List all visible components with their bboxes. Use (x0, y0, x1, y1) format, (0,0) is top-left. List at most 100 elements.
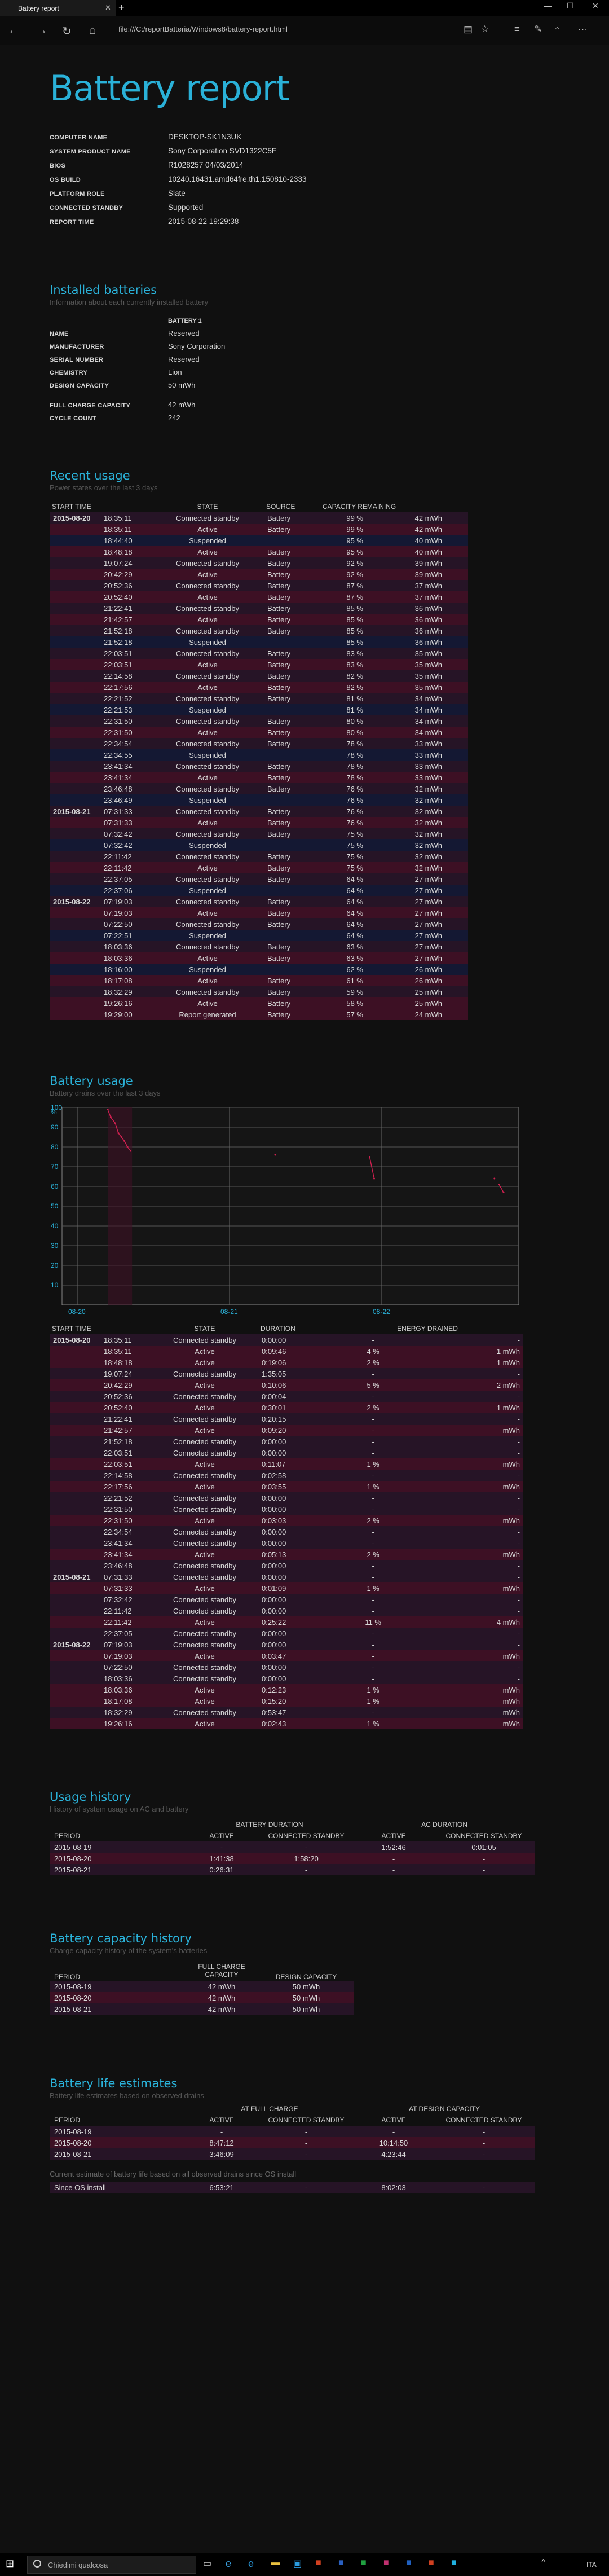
table-row: 22:31:50 Connected standby 0:00:00 - - (50, 1504, 523, 1515)
favorite-star-icon[interactable]: ☆ (480, 24, 489, 34)
state-cell: Connected standby (175, 739, 240, 748)
search-box[interactable]: Chiedimi qualcosa (27, 2556, 196, 2574)
state-cell: Connected standby (175, 649, 240, 658)
capacity-cell: 83 % 35 mWh (320, 659, 468, 670)
skype-icon[interactable]: ■ (451, 2558, 457, 2568)
table-row: 23:41:34 Connected standby 0:00:00 - - (50, 1537, 523, 1549)
start-time: 23:41:34 (50, 761, 151, 772)
notification-icon[interactable]: ^ (541, 2558, 546, 2568)
capacity-cell: 82 % 35 mWh (320, 682, 468, 693)
col-header: START TIME (52, 503, 91, 511)
start-clock: 22:31:50 (104, 1505, 133, 1514)
start-clock: 21:22:41 (104, 604, 133, 613)
table-row: 22:34:55 Suspended 78 % 33 mWh (50, 749, 468, 761)
home-icon[interactable]: ⌂ (89, 24, 96, 37)
excel-icon[interactable]: ■ (361, 2558, 367, 2568)
state-cell: Suspended (189, 638, 226, 647)
data-point (274, 1154, 276, 1156)
drain-percent: 1 % (367, 1584, 379, 1593)
ie-icon[interactable]: e (248, 2558, 254, 2569)
table-row: 20:52:36 Connected standby Battery 87 % 37 m… (50, 580, 468, 591)
drain-mwh: mWh (502, 1550, 520, 1559)
table-cell: 10:14:50 (379, 2138, 408, 2147)
start-clock: 07:22:50 (104, 1663, 133, 1672)
table-cell: 8:02:03 (381, 2183, 406, 2192)
start-clock: 23:41:34 (104, 773, 133, 782)
capacity-mwh: 32 mWh (414, 818, 442, 827)
back-icon[interactable]: ← (8, 24, 19, 37)
edge-icon[interactable]: e (226, 2558, 232, 2569)
start-time: 22:31:50 (50, 727, 151, 738)
start-clock: 21:42:57 (104, 615, 133, 624)
explorer-icon[interactable]: ▬ (271, 2558, 280, 2568)
minimize-icon[interactable]: — (544, 1, 552, 10)
new-tab-icon[interactable]: + (118, 2, 125, 13)
capacity-cell: 75 % 32 mWh (320, 839, 468, 851)
start-clock: 18:03:36 (104, 1685, 133, 1694)
state-cell: Active (195, 1358, 215, 1367)
table-row: 23:41:34 Active 0:05:13 2 % mWh (50, 1549, 523, 1560)
battery-header: BATTERY 1 (168, 318, 202, 324)
source-cell: Battery (267, 547, 291, 556)
powerpoint-icon[interactable]: ■ (429, 2558, 434, 2568)
capacity-cell: 75 % 32 mWh (320, 862, 468, 873)
source-cell: Battery (267, 1010, 291, 1019)
capacity-cell: 95 % 40 mWh (320, 546, 468, 557)
table-row: 07:32:42 Connected standby Battery 75 % 32 m… (50, 828, 468, 839)
drain-mwh: - (517, 1369, 520, 1378)
state-cell: Connected standby (175, 762, 240, 771)
hub-icon[interactable]: ≡ (514, 24, 520, 34)
address-input[interactable]: file:///C:/reportBatteria/Windows8/batte… (118, 25, 288, 33)
capacity-mwh: 34 mWh (414, 694, 442, 703)
col-header: STATE (197, 503, 218, 511)
table-row: 22:17:56 Active 0:03:55 1 % mWh (50, 1481, 523, 1492)
start-clock: 18:17:08 (104, 1696, 133, 1705)
maximize-icon[interactable]: ☐ (567, 1, 574, 10)
close-tab-icon[interactable]: ✕ (105, 3, 111, 12)
reading-view-icon[interactable]: ▤ (464, 24, 473, 34)
language-indicator: ITA (586, 2561, 597, 2569)
capacity-cell: 80 % 34 mWh (320, 715, 468, 727)
drain-percent: 1 % (367, 1719, 379, 1728)
y-tick-label: 40 (51, 1222, 59, 1230)
drain-mwh: - (517, 1505, 520, 1514)
more-icon[interactable]: ··· (578, 24, 588, 34)
tab-title: Battery report (18, 5, 59, 12)
app-icon[interactable]: ■ (316, 2558, 321, 2568)
capacity-cell: 85 % 36 mWh (320, 603, 468, 614)
browser-tab[interactable]: Battery report ✕ (0, 0, 116, 16)
start-clock: 22:34:55 (104, 750, 133, 759)
battery-value: 242 (168, 414, 180, 422)
web-note-icon[interactable]: ✎ (534, 24, 542, 34)
state-cell: Connected standby (175, 694, 240, 703)
drain-mwh: 2 mWh (496, 1381, 520, 1390)
task-view-icon[interactable]: ▭ (203, 2559, 212, 2569)
source-cell: Battery (267, 660, 291, 669)
capacity-mwh: 35 mWh (414, 660, 442, 669)
table-row: 07:22:51 Suspended 64 % 27 mWh (50, 930, 468, 941)
forward-icon[interactable]: → (36, 24, 47, 37)
table-cell: - (392, 2127, 395, 2136)
share-icon[interactable]: ⌂ (554, 24, 561, 34)
capacity-percent: 85 % (346, 638, 363, 647)
start-date: 2015-08-22 (53, 897, 91, 906)
table-row: 19:07:24 Connected standby Battery 92 % 39 m… (50, 557, 468, 569)
state-cell: Connected standby (173, 1572, 237, 1581)
drain-percent: 1 % (367, 1460, 379, 1469)
refresh-icon[interactable]: ↻ (62, 25, 72, 38)
table-row: 23:41:34 Active Battery 78 % 33 mWh (50, 772, 468, 783)
word-icon[interactable]: ■ (338, 2558, 344, 2568)
capacity-mwh: 40 mWh (414, 536, 442, 545)
store-icon[interactable]: ▣ (293, 2559, 302, 2569)
battery-drains-table: START TIME STATE DURATION ENERGY DRAINED… (50, 1323, 523, 1729)
windows-start-icon[interactable]: ⊞ (6, 2558, 15, 2569)
estimate-note: Current estimate of battery life based o… (50, 2170, 297, 2178)
close-window-icon[interactable]: ✕ (592, 1, 599, 10)
onenote-icon[interactable]: ■ (383, 2558, 389, 2568)
duration-cell: 0:01:09 (262, 1584, 286, 1593)
outlook-icon[interactable]: ■ (406, 2558, 412, 2568)
cortana-icon (33, 2560, 41, 2568)
table-row: 18:44:40 Suspended 95 % 40 mWh (50, 535, 468, 546)
section-subtitle: History of system usage on AC and batter… (50, 1805, 189, 1813)
start-time: 22:03:51 (50, 659, 151, 670)
